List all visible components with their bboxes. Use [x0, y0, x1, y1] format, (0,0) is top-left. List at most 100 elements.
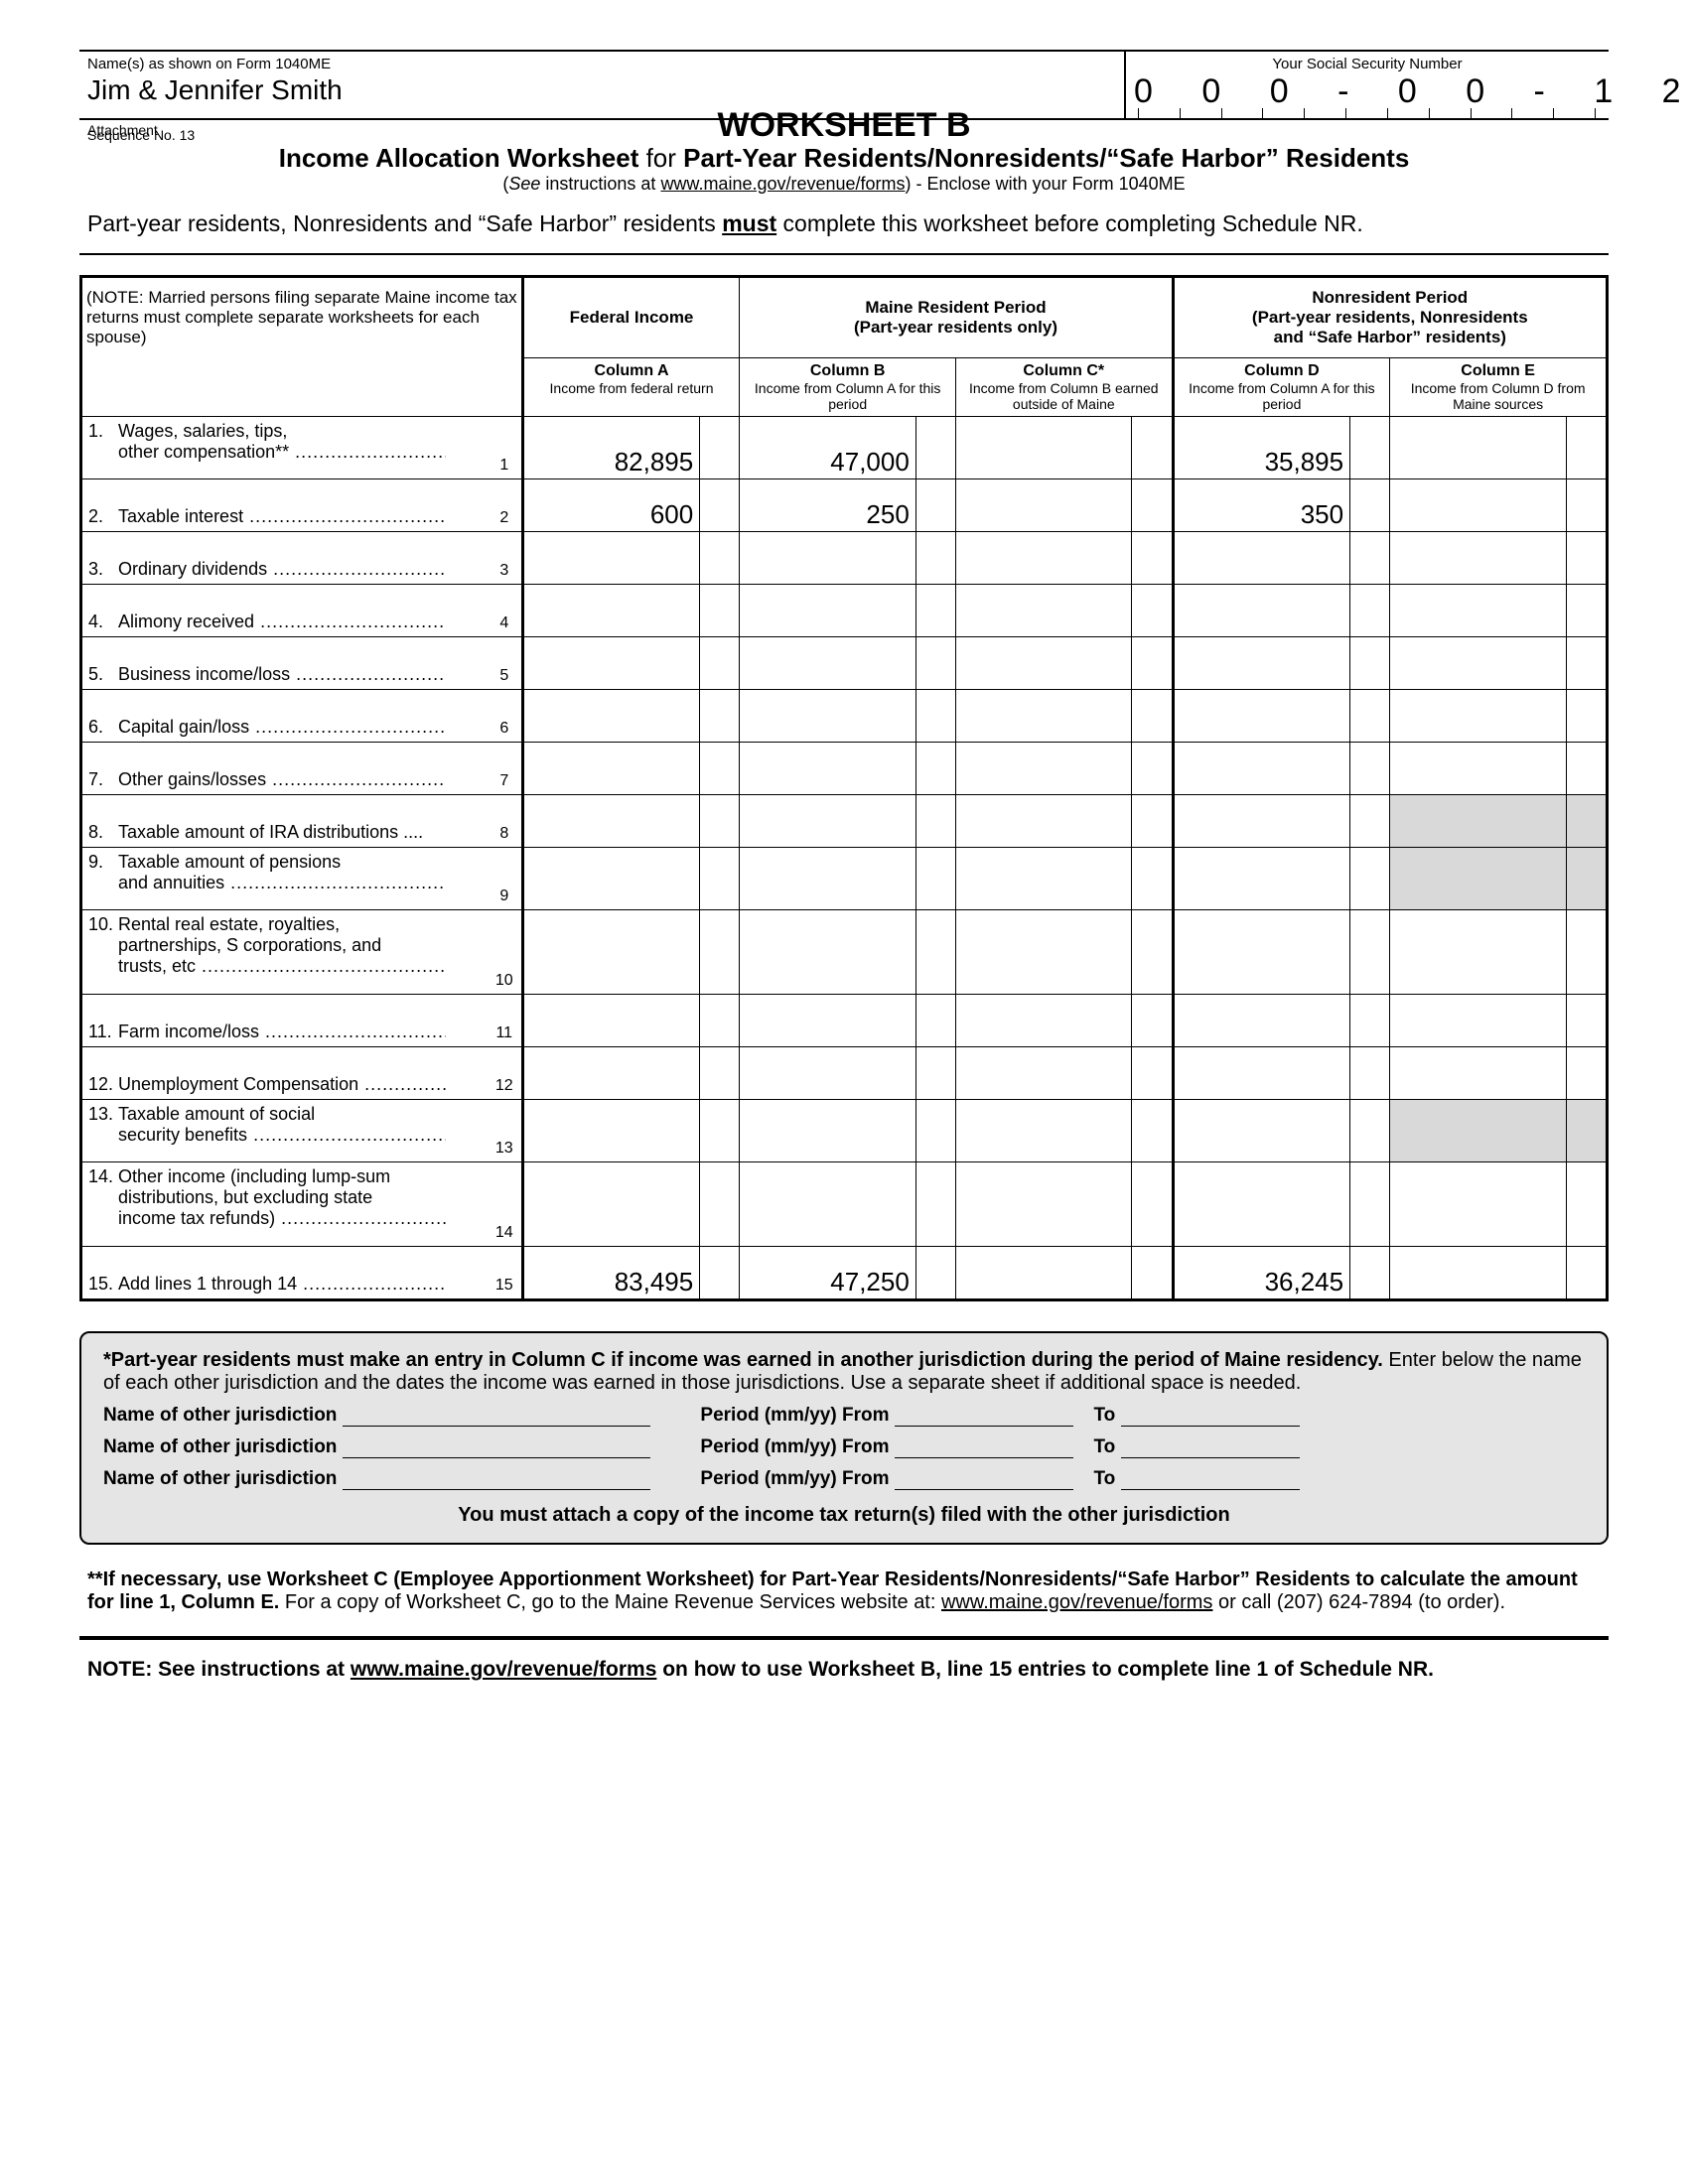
graybox-bold: *Part-year residents must make an entry … [103, 1349, 1383, 1371]
line-number: 13 [488, 1100, 522, 1162]
col-b-cents [915, 417, 955, 479]
col-e-cents [1566, 910, 1607, 995]
line-6: 6.Capital gain/loss6 [81, 690, 1608, 743]
col-c-cents [1132, 690, 1173, 743]
line-10: 10.Rental real estate, royalties, partne… [81, 910, 1608, 995]
col-a-cents [700, 910, 740, 995]
col-e-cents [1566, 690, 1607, 743]
col-c-value [955, 585, 1131, 637]
line-4: 4.Alimony received4 [81, 585, 1608, 637]
col-c-value [955, 637, 1131, 690]
col-e-cents [1566, 637, 1607, 690]
line-7: 7.Other gains/losses7 [81, 743, 1608, 795]
line-2: 2.Taxable interest2600250350 [81, 479, 1608, 532]
col-b-cents [915, 479, 955, 532]
divider [79, 1636, 1609, 1640]
col-e-value [1390, 637, 1566, 690]
line-label: 10.Rental real estate, royalties, partne… [81, 910, 488, 995]
col-d-value [1173, 795, 1350, 848]
col-a-cents [700, 585, 740, 637]
line-number: 1 [488, 417, 522, 479]
line-number: 14 [488, 1162, 522, 1247]
line-number: 4 [488, 585, 522, 637]
col-c-cents [1132, 910, 1173, 995]
col-b-value [740, 910, 915, 995]
line-15: 15.Add lines 1 through 141583,49547,2503… [81, 1247, 1608, 1300]
col-a-value [522, 743, 700, 795]
col-c-cents [1132, 417, 1173, 479]
col-d-cents [1350, 1047, 1390, 1100]
col-e-value [1390, 1047, 1566, 1100]
col-c-cents [1132, 1047, 1173, 1100]
col-c-cents [1132, 585, 1173, 637]
col-e-value [1390, 1162, 1566, 1247]
col-a-cents [700, 417, 740, 479]
col-d-value: 36,245 [1173, 1247, 1350, 1300]
col-a-cents [700, 690, 740, 743]
col-e-value [1390, 743, 1566, 795]
col-e-cents [1566, 743, 1607, 795]
col-b-value: 47,000 [740, 417, 915, 479]
col-b-cents [915, 1100, 955, 1162]
col-c-cents [1132, 479, 1173, 532]
col-c-value [955, 848, 1131, 910]
col-e-value [1390, 690, 1566, 743]
line-label: 9.Taxable amount of pensions and annuiti… [81, 848, 488, 910]
line-5: 5.Business income/loss5 [81, 637, 1608, 690]
col-d-cents [1350, 910, 1390, 995]
col-e-value [1390, 995, 1566, 1047]
col-b-value [740, 795, 915, 848]
col-a-value [522, 910, 700, 995]
col-d-value [1173, 1047, 1350, 1100]
col-d-cents [1350, 995, 1390, 1047]
col-a-value [522, 690, 700, 743]
col-b-cents [915, 795, 955, 848]
jurisdiction-row-2: Name of other jurisdiction Period (mm/yy… [103, 1436, 1585, 1458]
part-year-note-box: *Part-year residents must make an entry … [79, 1331, 1609, 1545]
must-complete-note: Part-year residents, Nonresidents and “S… [79, 195, 1609, 255]
line-number: 15 [488, 1247, 522, 1300]
col-b-cents [915, 532, 955, 585]
col-e-cents [1566, 417, 1607, 479]
col-c-cents [1132, 1247, 1173, 1300]
col-c-value [955, 532, 1131, 585]
col-d-value [1173, 743, 1350, 795]
col-d-value [1173, 848, 1350, 910]
col-c-cents [1132, 795, 1173, 848]
filing-note: (NOTE: Married persons filing separate M… [81, 277, 523, 417]
line-label: 6.Capital gain/loss [81, 690, 488, 743]
line-label: 13.Taxable amount of social security ben… [81, 1100, 488, 1162]
final-note: NOTE: See instructions at www.maine.gov/… [79, 1648, 1609, 1692]
line-label: 5.Business income/loss [81, 637, 488, 690]
line-number: 12 [488, 1047, 522, 1100]
col-e-cents [1566, 532, 1607, 585]
col-b-cents [915, 910, 955, 995]
line-number: 3 [488, 532, 522, 585]
col-c-cents [1132, 532, 1173, 585]
col-a-value [522, 848, 700, 910]
col-b-cents [915, 1047, 955, 1100]
col-e-value [1390, 417, 1566, 479]
col-a-cents [700, 743, 740, 795]
col-d-value [1173, 585, 1350, 637]
line-label: 3.Ordinary dividends [81, 532, 488, 585]
col-a-value [522, 1100, 700, 1162]
col-d-cents [1350, 1100, 1390, 1162]
line-14: 14.Other income (including lump-sum dist… [81, 1162, 1608, 1247]
col-d-value [1173, 532, 1350, 585]
col-a-cents [700, 848, 740, 910]
col-e-cents [1566, 479, 1607, 532]
col-a-value [522, 995, 700, 1047]
col-c-value [955, 1162, 1131, 1247]
line-number: 6 [488, 690, 522, 743]
line-number: 10 [488, 910, 522, 995]
col-d-cents [1350, 795, 1390, 848]
col-d-value [1173, 637, 1350, 690]
ssn-label: Your Social Security Number [1134, 56, 1601, 72]
col-e-cents [1566, 848, 1607, 910]
col-c-cents [1132, 743, 1173, 795]
col-c-cents [1132, 1100, 1173, 1162]
col-d-value: 350 [1173, 479, 1350, 532]
col-d-cents [1350, 637, 1390, 690]
col-a-cents [700, 532, 740, 585]
